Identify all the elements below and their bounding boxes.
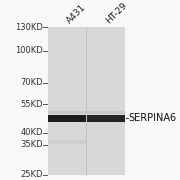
Text: 35KD: 35KD — [21, 140, 43, 149]
Bar — [48, 27, 86, 175]
Text: HT-29: HT-29 — [104, 1, 129, 26]
Text: 100KD: 100KD — [15, 46, 43, 55]
Text: 55KD: 55KD — [21, 100, 43, 109]
Text: A431: A431 — [65, 3, 88, 26]
Text: 70KD: 70KD — [21, 78, 43, 87]
Bar — [48, 119, 86, 122]
Bar — [87, 111, 125, 114]
Text: 40KD: 40KD — [21, 128, 43, 137]
Text: 25KD: 25KD — [21, 170, 43, 179]
Text: SERPINA6: SERPINA6 — [129, 113, 177, 123]
Bar — [87, 27, 125, 175]
Bar — [48, 111, 86, 114]
Text: 130KD: 130KD — [15, 23, 43, 32]
Bar — [87, 119, 125, 122]
Bar — [87, 115, 125, 122]
Bar — [48, 140, 86, 144]
Bar — [48, 115, 86, 122]
